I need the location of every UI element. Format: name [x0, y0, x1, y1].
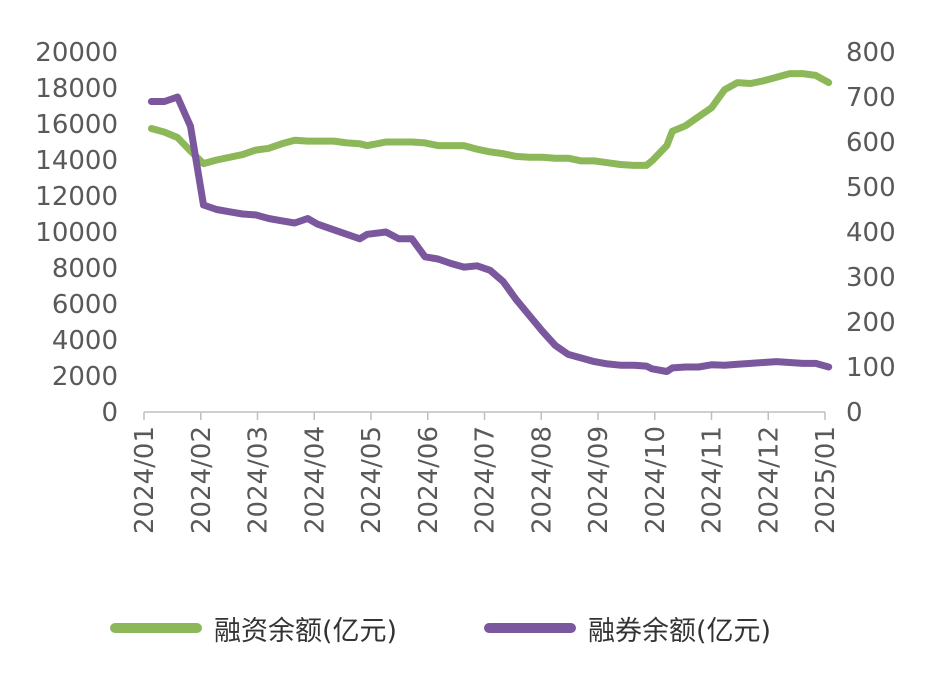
left-axis-tick-labels: 0 2000 4000 6000 8000 10000 12000 14000 16000 180… [35, 38, 118, 428]
y-left-tick-label: 6000 [52, 290, 118, 320]
y-left-tick-label: 16000 [35, 110, 118, 140]
y-right-tick-label: 800 [846, 38, 896, 68]
series-group [147, 70, 833, 375]
series-line-financing [147, 70, 833, 169]
x-axis-ticks: 2024/01 2024/02 2024/03 2024/04 2024/05 2024/… [130, 412, 841, 534]
y-left-tick-label: 14000 [35, 146, 118, 176]
y-left-tick-label: 10000 [35, 218, 118, 248]
x-tick-label: 2025/01 [811, 426, 841, 534]
y-right-tick-label: 0 [846, 398, 863, 428]
y-left-tick-label: 2000 [52, 362, 118, 392]
y-left-tick-label: 20000 [35, 38, 118, 68]
x-tick-label: 2024/02 [187, 426, 217, 534]
y-right-tick-label: 200 [846, 308, 896, 338]
x-tick-label: 2024/01 [130, 426, 160, 534]
legend-label-financing: 融资余额(亿元) [214, 615, 398, 647]
legend-item-financing: 融资余额(亿元) [110, 604, 397, 652]
x-tick-label: 2024/03 [244, 426, 274, 534]
y-right-tick-label: 500 [846, 173, 896, 203]
y-right-tick-label: 400 [846, 218, 896, 248]
y-left-tick-label: 8000 [52, 254, 118, 284]
x-tick-label: 2024/07 [471, 426, 501, 534]
x-tick-label: 2024/11 [698, 426, 728, 534]
legend-label-securities-lending: 融券余额(亿元) [588, 615, 772, 647]
x-tick-label: 2024/09 [584, 426, 614, 534]
x-tick-label: 2024/04 [300, 426, 330, 534]
legend-swatch-financing [110, 623, 202, 633]
x-tick-label: 2024/05 [357, 426, 387, 534]
legend-swatch-securities-lending [484, 623, 576, 633]
y-right-tick-label: 600 [846, 128, 896, 158]
x-tick-label: 2024/12 [754, 426, 784, 534]
plot-area: 0200040006000800010000120001400016000180… [35, 38, 896, 534]
y-left-tick-label: 0 [101, 398, 118, 428]
x-tick-label: 2024/06 [414, 426, 444, 534]
x-tick-label: 2024/08 [527, 426, 557, 534]
legend: 融资余额(亿元) 融券余额(亿元) [0, 604, 932, 652]
x-tick-label: 2024/10 [641, 426, 671, 534]
right-axis-tick-labels: 0 100 200 300 400 500 600 700 800 [846, 38, 896, 428]
y-right-tick-label: 300 [846, 263, 896, 293]
y-right-tick-label: 700 [846, 83, 896, 113]
series-line-securities-lending [147, 93, 833, 375]
y-left-tick-label: 4000 [52, 326, 118, 356]
y-left-tick-label: 12000 [35, 182, 118, 212]
y-right-tick-label: 100 [846, 353, 896, 383]
y-left-tick-label: 18000 [35, 74, 118, 104]
legend-item-securities-lending: 融券余额(亿元) [484, 604, 771, 652]
